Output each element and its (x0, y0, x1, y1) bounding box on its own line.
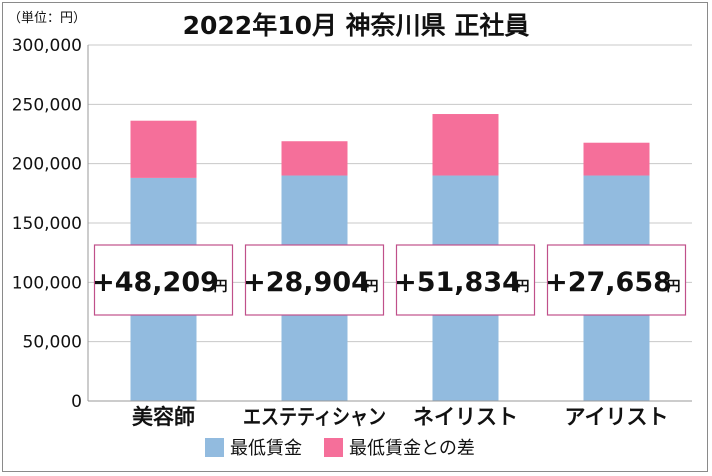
x-axis-categories: 美容師 エステティシャン ネイリスト アイリスト (132, 405, 668, 429)
legend-swatch-0 (205, 438, 224, 457)
bar-difference-1 (281, 141, 348, 176)
bar-difference-3 (583, 142, 650, 176)
annotation-unit: 円 (365, 279, 379, 295)
legend-label: 最低賃金との差 (349, 438, 475, 459)
x-category-label: 美容師 (132, 405, 195, 429)
annotation-box (244, 244, 385, 316)
annotation-unit: 円 (516, 279, 530, 295)
x-category-label: ネイリスト (413, 405, 518, 429)
annotation-box (93, 244, 234, 316)
annotation-value: +48,209 (92, 267, 219, 298)
chart-title: 2022年10月 神奈川県 正社員 (183, 11, 530, 40)
y-tick-label: 150,000 (12, 214, 82, 234)
annotation-value: +28,904 (243, 267, 370, 298)
legend: 最低賃金 最低賃金との差 (205, 438, 475, 459)
axes (87, 45, 692, 402)
x-category-label: エステティシャン (243, 405, 386, 429)
annotation-unit: 円 (667, 279, 681, 295)
bar-difference-0 (130, 120, 197, 178)
unit-label: （単位：円） (8, 10, 86, 26)
x-category-label: アイリスト (565, 405, 669, 429)
y-tick-label: 50,000 (23, 333, 82, 353)
annotation-value: +27,658 (545, 267, 672, 298)
legend-label: 最低賃金 (230, 438, 302, 459)
y-tick-label: 200,000 (12, 155, 82, 175)
bar-difference-2 (432, 114, 499, 176)
y-tick-label: 0 (71, 392, 82, 412)
y-tick-label: 100,000 (12, 273, 82, 293)
y-tick-label: 250,000 (12, 95, 82, 115)
annotation-value: +51,834 (394, 267, 521, 298)
annotation-box (546, 244, 687, 316)
legend-swatch-1 (324, 438, 343, 457)
y-tick-label: 300,000 (12, 36, 82, 56)
annotation-unit: 円 (214, 279, 228, 295)
y-axis-ticks: 0 50,000 100,000 150,000 200,000 250,000 300,0… (12, 36, 82, 412)
annotation-box (395, 244, 536, 316)
